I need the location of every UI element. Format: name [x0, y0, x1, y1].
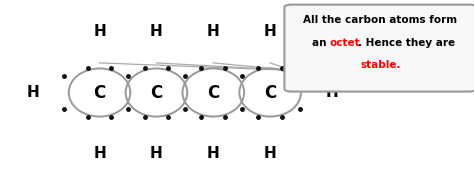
Text: C: C — [264, 83, 276, 102]
Text: H: H — [93, 146, 106, 161]
Text: C: C — [207, 83, 219, 102]
Text: H: H — [150, 146, 163, 161]
Text: C: C — [150, 83, 163, 102]
Text: H: H — [207, 146, 219, 161]
Text: octet: octet — [329, 38, 360, 48]
Text: . Hence they are: . Hence they are — [357, 38, 455, 48]
Text: H: H — [207, 24, 219, 39]
Text: H: H — [93, 24, 106, 39]
Text: H: H — [264, 146, 276, 161]
FancyBboxPatch shape — [284, 5, 474, 92]
Text: H: H — [27, 85, 39, 100]
Text: an: an — [312, 38, 330, 48]
Text: H: H — [150, 24, 163, 39]
Text: stable.: stable. — [360, 60, 401, 70]
Text: H: H — [264, 24, 276, 39]
Text: H: H — [326, 85, 338, 100]
Text: C: C — [93, 83, 106, 102]
Text: All the carbon atoms form: All the carbon atoms form — [303, 15, 457, 25]
